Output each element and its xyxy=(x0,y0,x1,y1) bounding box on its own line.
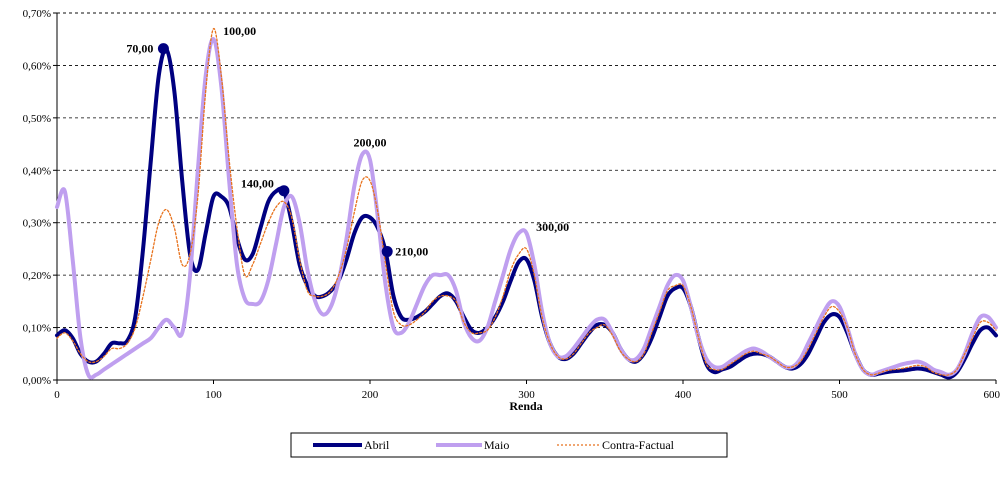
x-tick-label: 400 xyxy=(675,389,692,401)
annotation-label: 100,00 xyxy=(223,24,256,38)
y-tick-label: 0,30% xyxy=(23,218,51,230)
legend: Abril Maio Contra-Factual xyxy=(290,432,728,458)
peak-markers xyxy=(157,43,393,258)
annotation-label: 210,00 xyxy=(395,245,428,259)
x-axis-title: Renda xyxy=(509,399,542,413)
y-tick-label: 0,00% xyxy=(23,375,51,387)
series-lines xyxy=(55,28,998,380)
annotation-label: 70,00 xyxy=(126,42,153,56)
series-line-abril xyxy=(55,47,998,380)
peak-marker xyxy=(278,185,290,197)
peak-marker xyxy=(157,43,169,55)
x-tick-label: 200 xyxy=(362,389,379,401)
x-tick-label: 0 xyxy=(54,389,60,401)
y-tick-label: 0,60% xyxy=(23,60,51,72)
x-axis-ticks: 0 100 200 300 400 500 600 xyxy=(54,380,1001,401)
y-axis-ticks: 0,00% 0,10% 0,20% 0,30% 0,40% 0,50% 0,60% 0,70% xyxy=(23,8,57,387)
y-tick-label: 0,40% xyxy=(23,165,51,177)
x-tick-label: 100 xyxy=(205,389,222,401)
annotation-label: 200,00 xyxy=(354,136,387,150)
x-tick-label: 300 xyxy=(518,389,535,401)
legend-label: Contra-Factual xyxy=(602,438,675,452)
legend-label: Maio xyxy=(484,438,509,452)
annotation-label: 300,00 xyxy=(536,220,569,234)
series-line-contra-factual xyxy=(56,28,997,376)
peak-annotations: 70,00 100,00 140,00 200,00 210,00 300,00 xyxy=(126,24,569,258)
legend-label: Abril xyxy=(364,438,390,452)
legend-box xyxy=(290,432,728,458)
x-tick-label: 500 xyxy=(831,389,848,401)
y-tick-label: 0,50% xyxy=(23,113,51,125)
peak-marker xyxy=(381,246,393,258)
y-tick-label: 0,10% xyxy=(23,323,51,335)
gridlines xyxy=(57,12,996,328)
x-tick-label: 600 xyxy=(984,389,1001,401)
y-tick-label: 0,70% xyxy=(23,8,51,20)
annotation-label: 140,00 xyxy=(241,176,274,190)
series-line-maio xyxy=(55,37,998,380)
y-tick-label: 0,20% xyxy=(23,270,51,282)
